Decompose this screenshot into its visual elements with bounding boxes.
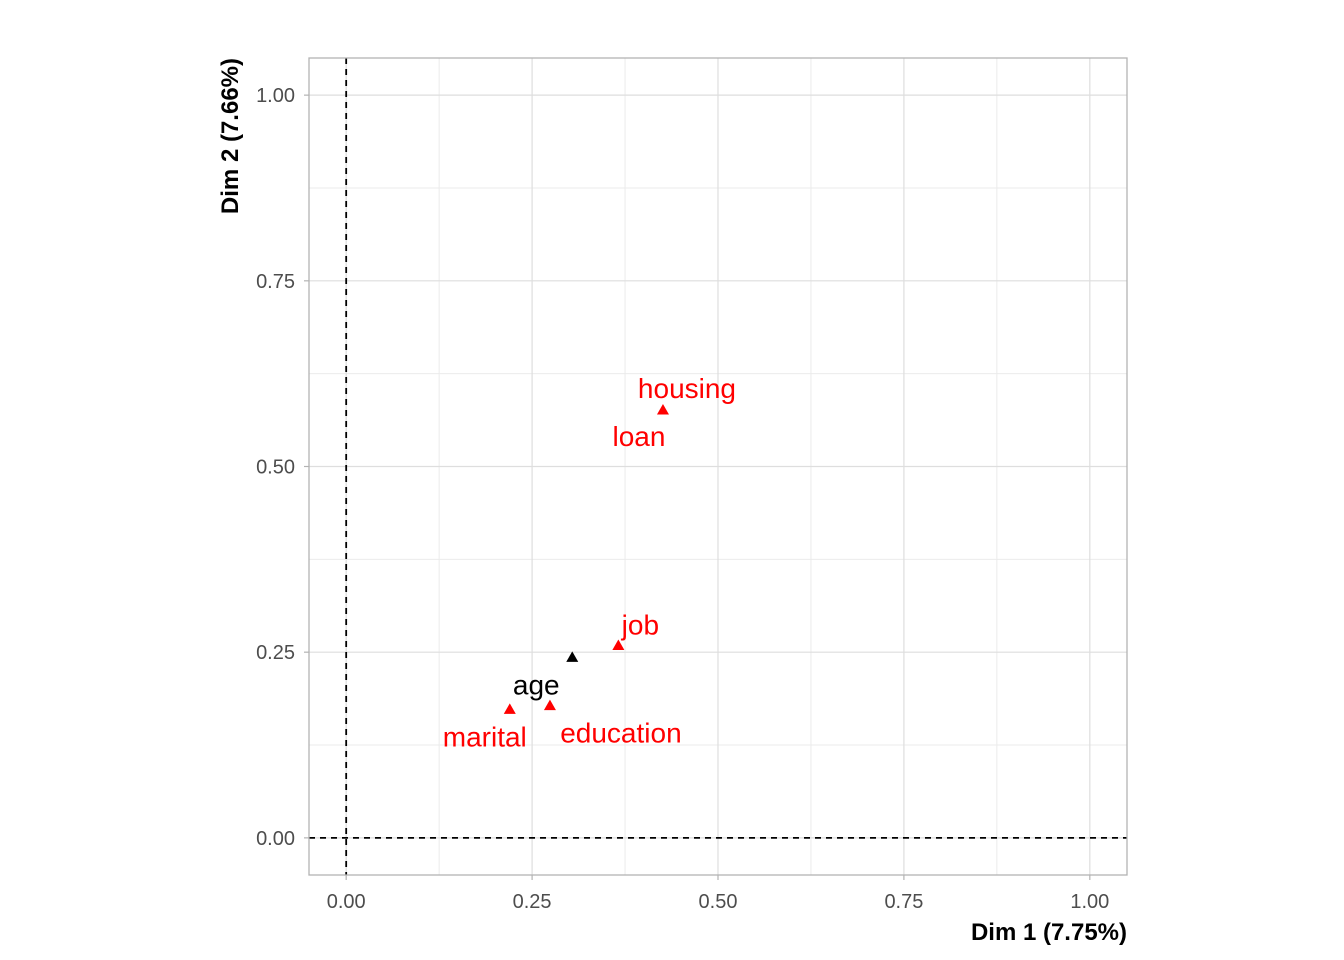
point-marker-marital (503, 703, 516, 714)
reference-lines (309, 58, 1127, 875)
x-tick-label: 1.00 (1070, 891, 1109, 913)
major-gridlines (309, 58, 1127, 875)
y-tick-label: 0.50 (256, 457, 295, 479)
y-axis-ticks: 0.00 0.25 0.50 0.75 1.00 (256, 85, 309, 850)
y-axis-title: Dim 2 (7.66%) (217, 58, 244, 214)
point-label-education: education (560, 718, 681, 749)
data-points (503, 404, 669, 714)
x-axis-ticks: 0.00 0.25 0.50 0.75 1.00 (327, 875, 1109, 913)
point-label-housing: housing (638, 373, 736, 404)
y-tick-label: 0.00 (256, 828, 295, 850)
point-marker-age (566, 651, 579, 662)
point-label-age: age (513, 669, 560, 700)
x-tick-label: 0.25 (513, 891, 552, 913)
point-label-loan: loan (613, 421, 666, 452)
point-label-job: job (621, 609, 659, 640)
x-tick-label: 0.75 (884, 891, 923, 913)
point-marker-housing (656, 404, 669, 415)
x-tick-label: 0.00 (327, 891, 366, 913)
y-tick-label: 0.75 (256, 271, 295, 293)
point-label-marital: marital (443, 721, 527, 752)
y-tick-label: 1.00 (256, 85, 295, 107)
y-tick-label: 0.25 (256, 642, 295, 664)
x-tick-label: 0.50 (699, 891, 738, 913)
point-marker-education (543, 699, 556, 711)
point-marker-job (612, 639, 625, 650)
x-axis-title: Dim 1 (7.75%) (971, 919, 1127, 946)
